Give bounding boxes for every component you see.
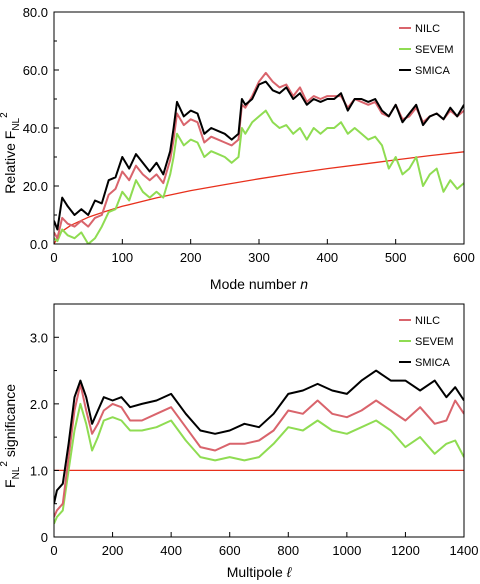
top-x-tick-label: 100: [111, 250, 133, 265]
top-y-tick-label: 20.0: [23, 179, 48, 194]
top-series-reference-line: [54, 151, 464, 244]
top-x-tick-label: 500: [385, 250, 407, 265]
bottom-y-axis-title-post: significance: [2, 384, 18, 461]
bottom-x-axis-title-text: Multipole: [227, 564, 283, 580]
top-x-axis-title: Mode number n: [210, 276, 308, 292]
top-x-tick-label: 300: [248, 250, 270, 265]
top-x-axis-title-text: Mode number: [210, 276, 297, 292]
top-x-tick-label: 400: [316, 250, 338, 265]
top-y-tick-label: 60.0: [23, 63, 48, 78]
top-y-axis-title: Relative FNL2: [0, 112, 22, 194]
top-x-axis-title-var: n: [300, 276, 308, 292]
bottom-y-tick-label: 0: [41, 530, 48, 545]
bottom-x-tick-label: 400: [160, 543, 182, 558]
bottom-chart-panel: FNL2 significance Multipole ℓ 0 200 400 600 8…: [0, 303, 479, 580]
top-legend-label-smica: SMICA: [415, 65, 451, 77]
bottom-legend-label-smica: SMICA: [415, 357, 451, 369]
top-x-tick-label: 600: [453, 250, 475, 265]
top-chart-panel: Relative FNL2 Mode number n 0 100 200 300 400…: [0, 5, 475, 292]
bottom-y-tick-label: 1.0: [30, 463, 48, 478]
top-legend-label-nilc: NILC: [415, 23, 440, 35]
bottom-plot-frame: [53, 303, 465, 538]
top-x-tick-label: 0: [50, 250, 57, 265]
bottom-x-tick-label: 0: [50, 543, 57, 558]
top-legend-label-sevem: SEVEM: [415, 44, 454, 56]
top-y-axis-title-sub: NL: [11, 117, 22, 130]
top-y-axis-title-text: Relative F: [2, 131, 18, 194]
top-y-tick-label: 40.0: [23, 121, 48, 136]
bottom-x-tick-label: 1400: [450, 543, 479, 558]
top-x-tick-label: 200: [180, 250, 202, 265]
bottom-y-axis-title-sup: 2: [0, 461, 10, 467]
bottom-legend-label-nilc: NILC: [415, 315, 440, 327]
bottom-y-axis-title-pre: F: [2, 479, 18, 488]
bottom-legend-label-sevem: SEVEM: [415, 336, 454, 348]
top-series-group: [54, 71, 464, 244]
bottom-y-axis-title: FNL2 significance: [0, 384, 22, 488]
bottom-x-tick-label: 1000: [332, 543, 361, 558]
bottom-x-tick-label: 1200: [391, 543, 420, 558]
bottom-series-group: [54, 369, 464, 525]
top-y-tick-label: 80.0: [23, 5, 48, 20]
top-series-sevem-line: [54, 109, 464, 244]
bottom-series-sevem-line: [54, 402, 464, 525]
bottom-x-axis-title: Multipole ℓ: [227, 564, 292, 580]
bottom-x-tick-label: 600: [219, 543, 241, 558]
bottom-x-axis-title-var: ℓ: [286, 564, 292, 580]
bottom-y-tick-label: 3.0: [30, 330, 48, 345]
bottom-x-tick-label: 200: [102, 543, 124, 558]
bottom-series-nilc-line: [54, 382, 464, 518]
bottom-y-tick-label: 2.0: [30, 397, 48, 412]
top-series-smica-line: [54, 80, 464, 231]
top-y-axis-title-sup: 2: [0, 112, 10, 118]
top-y-tick-label: 0.0: [30, 237, 48, 252]
bottom-y-axis-title-sub: NL: [11, 466, 22, 479]
bottom-x-tick-label: 800: [277, 543, 299, 558]
bottom-series-smica-line: [54, 369, 464, 504]
top-series-nilc-line: [54, 71, 464, 240]
